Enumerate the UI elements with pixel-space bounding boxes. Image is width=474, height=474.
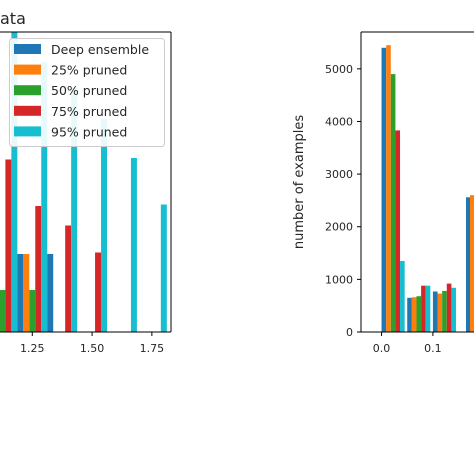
right-y-tick-label: 3000 — [325, 168, 353, 181]
left-bar — [41, 62, 48, 332]
right-bar — [437, 293, 443, 332]
right-edge-bar — [470, 195, 474, 332]
right-x-ticks: 0.0 0.1 — [373, 332, 442, 355]
left-bar — [35, 206, 42, 332]
right-bar — [407, 297, 412, 332]
left-x-ticks: 1.25 1.50 1.75 — [20, 332, 164, 355]
legend-label: Deep ensemble — [51, 42, 149, 57]
right-x-tick-label: 0.1 — [424, 342, 442, 355]
legend-swatch — [14, 105, 41, 116]
right-bar — [442, 290, 447, 332]
legend-swatch — [14, 64, 41, 75]
right-bar — [416, 296, 422, 332]
right-bar — [395, 130, 401, 332]
right-y-tick-label: 2000 — [325, 221, 353, 234]
right-edge-bar — [466, 197, 470, 332]
right-x-tick-label: 0.0 — [373, 342, 391, 355]
right-y-tick-label: 0 — [346, 326, 353, 339]
left-histogram-panel: ata 1.25 1.50 1.75 Deep ensemble 25% pruned… — [0, 9, 172, 355]
left-x-tick-label: 1.25 — [20, 342, 45, 355]
legend-swatch — [14, 44, 41, 54]
right-y-axis-label: number of examples — [292, 115, 307, 249]
right-bar — [390, 74, 396, 333]
legend-label: 50% pruned — [51, 83, 127, 98]
left-bar — [101, 119, 108, 332]
left-bar — [29, 290, 36, 332]
right-bar — [400, 260, 405, 332]
left-bar — [17, 254, 24, 332]
right-bar — [446, 283, 452, 332]
right-bar — [411, 297, 417, 332]
left-bar — [65, 225, 72, 332]
left-bar — [47, 254, 54, 332]
left-bar — [71, 87, 78, 332]
left-x-tick-label: 1.75 — [140, 342, 165, 355]
right-bar — [425, 285, 431, 332]
left-x-tick-label: 1.50 — [80, 342, 105, 355]
left-bar — [95, 252, 102, 332]
right-bar — [432, 291, 438, 332]
left-bar — [23, 254, 30, 332]
right-y-tick-label: 1000 — [325, 273, 353, 286]
legend-label: 25% pruned — [51, 63, 127, 78]
right-y-ticks: 0 1000 2000 3000 4000 5000 — [325, 63, 361, 339]
right-bar — [381, 47, 387, 332]
left-bar — [130, 158, 137, 332]
legend-swatch — [14, 126, 41, 137]
left-bar — [11, 32, 18, 332]
left-chart-title: ata — [0, 9, 26, 28]
right-y-tick-label: 4000 — [325, 115, 353, 128]
legend-label: 95% pruned — [51, 124, 127, 139]
legend: Deep ensemble 25% pruned 50% pruned 75% pru… — [9, 38, 165, 147]
left-bar — [160, 204, 167, 332]
left-bar — [0, 290, 6, 332]
legend-frame — [9, 38, 165, 147]
right-histogram-panel: number of examples 0 1000 2000 3000 4000 5000… — [292, 31, 474, 355]
right-bar — [386, 45, 391, 332]
left-bars-group — [0, 32, 167, 332]
legend-swatch — [14, 85, 41, 96]
right-bar — [451, 287, 457, 332]
right-bar — [421, 285, 426, 332]
legend-label: 75% pruned — [51, 104, 127, 119]
right-y-tick-label: 5000 — [325, 63, 353, 76]
right-bars-group — [381, 45, 474, 333]
left-bar — [5, 159, 12, 332]
